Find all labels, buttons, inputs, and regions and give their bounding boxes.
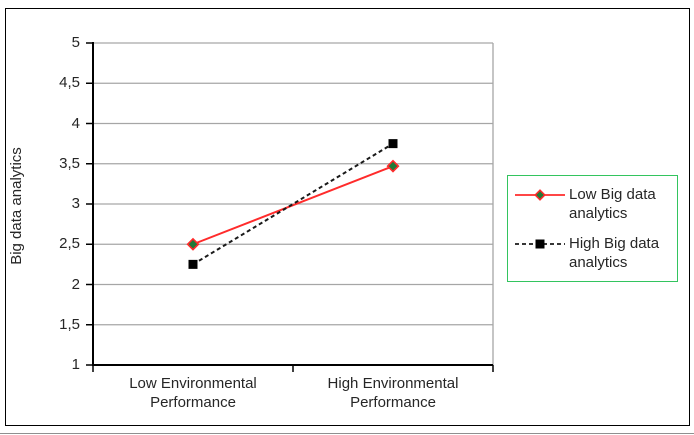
series-line-0	[192, 165, 394, 246]
figure-bottom-rule	[0, 433, 694, 434]
x-axis-category-label: Low Environmental Performance	[129, 375, 257, 411]
data-point-marker	[188, 259, 198, 269]
data-point-marker	[386, 159, 400, 173]
legend: Low Big data analytics High Big data ana…	[507, 175, 678, 282]
legend-entry-high-big-data: High Big data analytics	[515, 234, 677, 272]
black-square-dashed-line-icon	[515, 239, 565, 249]
y-axis-title: Big data analytics	[8, 147, 25, 265]
y-axis-tick-label: 4,5	[59, 74, 80, 92]
y-axis-tick-label: 1,5	[59, 315, 80, 333]
y-axis-tick-label: 2	[71, 275, 80, 293]
y-axis-tick-label: 3,5	[59, 154, 80, 172]
plot-area	[86, 42, 494, 372]
x-axis-category-label: High Environmental Performance	[327, 375, 459, 411]
data-point-marker	[388, 139, 398, 149]
series-line-1	[192, 142, 394, 266]
legend-entry-low-big-data: Low Big data analytics	[515, 185, 677, 223]
y-axis-tick-label: 1	[71, 356, 80, 373]
legend-label: Low Big data analytics	[569, 186, 656, 222]
data-point-marker	[186, 237, 200, 251]
legend-label: High Big data analytics	[569, 235, 660, 271]
y-axis-tick-label: 2,5	[59, 235, 80, 253]
y-axis-tick-label: 4	[71, 114, 80, 132]
y-axis-tick-label: 3	[71, 195, 80, 212]
y-axis-tick-label: 5	[71, 34, 80, 51]
red-diamond-line-icon	[515, 189, 565, 201]
